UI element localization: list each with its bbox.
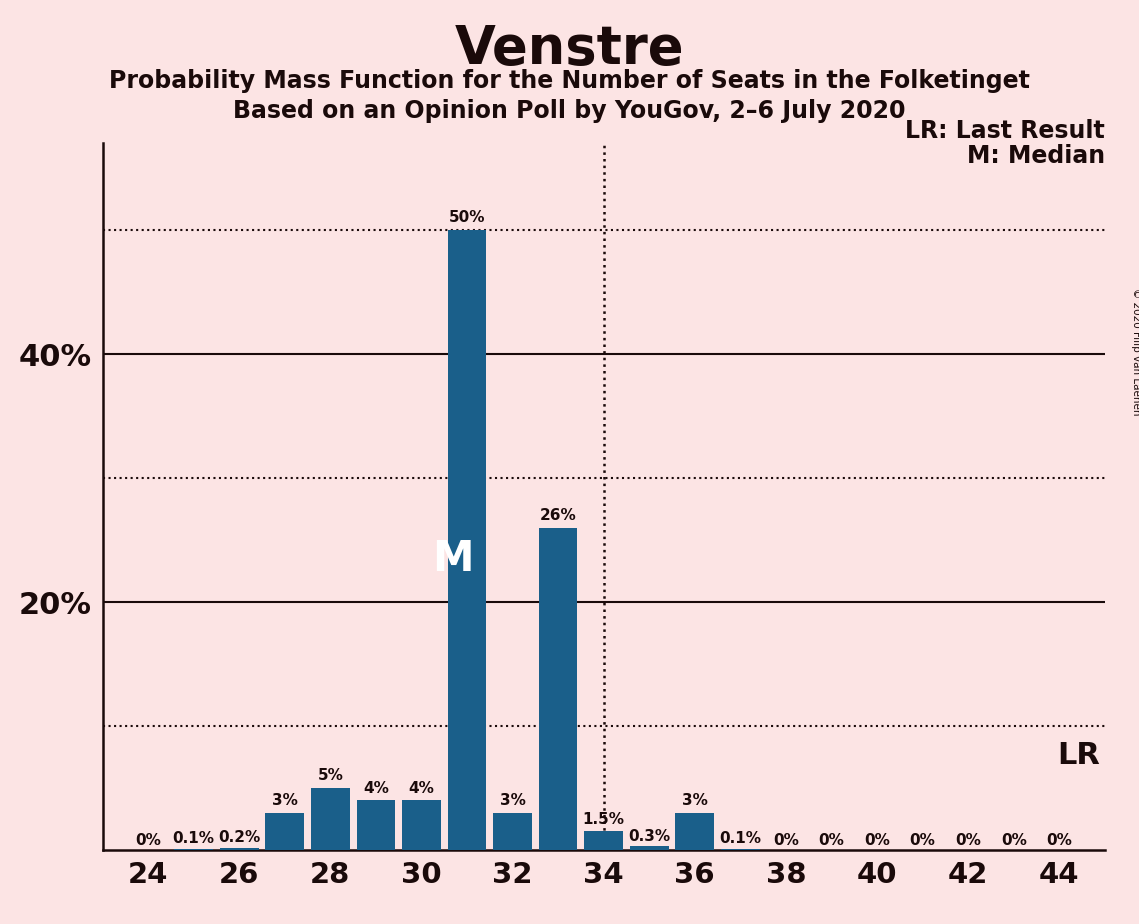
Bar [402, 800, 441, 850]
Bar [539, 528, 577, 850]
Text: M: M [433, 538, 474, 579]
Text: LR: Last Result: LR: Last Result [906, 119, 1105, 143]
Text: 4%: 4% [409, 781, 434, 796]
Text: 0%: 0% [956, 833, 981, 847]
Bar [630, 846, 669, 850]
Text: 3%: 3% [682, 793, 707, 808]
Text: 0%: 0% [773, 833, 798, 847]
Bar [721, 849, 760, 850]
Bar [220, 847, 259, 850]
Bar [584, 832, 623, 850]
Text: © 2020 Filip van Laenen: © 2020 Filip van Laenen [1131, 288, 1139, 416]
Bar [311, 788, 350, 850]
Bar [493, 813, 532, 850]
Bar [675, 813, 714, 850]
Text: 50%: 50% [449, 210, 485, 225]
Text: Probability Mass Function for the Number of Seats in the Folketinget: Probability Mass Function for the Number… [109, 69, 1030, 93]
Text: 0%: 0% [1047, 833, 1072, 847]
Text: 0%: 0% [910, 833, 935, 847]
Text: M: Median: M: Median [967, 144, 1105, 168]
Text: Based on an Opinion Poll by YouGov, 2–6 July 2020: Based on an Opinion Poll by YouGov, 2–6 … [233, 99, 906, 123]
Bar [357, 800, 395, 850]
Text: 26%: 26% [540, 507, 576, 523]
Text: 3%: 3% [272, 793, 297, 808]
Text: 1.5%: 1.5% [583, 811, 624, 827]
Text: 0.1%: 0.1% [173, 832, 214, 846]
Text: LR: LR [1057, 740, 1100, 770]
Text: 4%: 4% [363, 781, 388, 796]
Text: 0.3%: 0.3% [629, 829, 670, 844]
Text: 0%: 0% [136, 833, 161, 847]
Text: 5%: 5% [318, 768, 343, 784]
Bar [174, 849, 213, 850]
Bar [448, 230, 486, 850]
Text: 0%: 0% [1001, 833, 1026, 847]
Text: 0%: 0% [865, 833, 890, 847]
Text: 0.1%: 0.1% [720, 832, 761, 846]
Bar [265, 813, 304, 850]
Text: 3%: 3% [500, 793, 525, 808]
Text: 0%: 0% [819, 833, 844, 847]
Text: 0.2%: 0.2% [218, 830, 261, 845]
Text: Venstre: Venstre [454, 23, 685, 75]
